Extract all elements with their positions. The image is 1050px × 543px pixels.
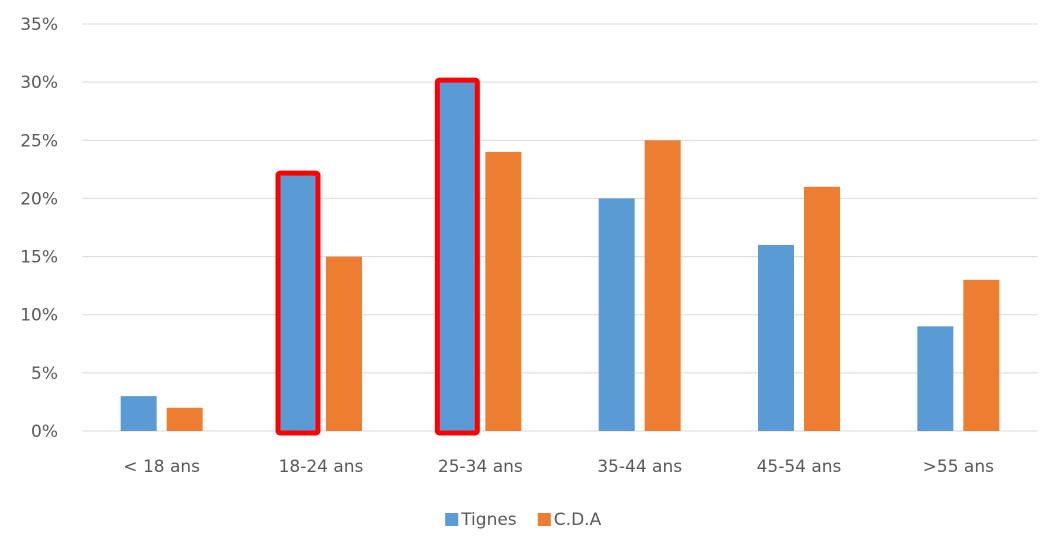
x-tick-label: >55 ans bbox=[923, 457, 994, 477]
bar-c-d-a-2 bbox=[485, 151, 522, 431]
x-tick-label: 25-34 ans bbox=[438, 457, 523, 477]
bar-tignes-5 bbox=[917, 326, 954, 431]
x-tick-label: 35-44 ans bbox=[597, 457, 682, 477]
y-axis-tick-labels: 0% 5% 10% 15% 20% 25% 30% 35% bbox=[20, 15, 58, 442]
legend: Tignes C.D.A bbox=[445, 510, 602, 530]
legend-swatch-tignes bbox=[445, 513, 459, 526]
x-axis-tick-labels: < 18 ans 18-24 ans 25-34 ans 35-44 ans 45-54… bbox=[123, 457, 994, 477]
bar-tignes-1 bbox=[280, 175, 316, 431]
highlight-outline bbox=[275, 170, 321, 436]
y-tick-label: 25% bbox=[20, 131, 58, 151]
bar-c-d-a-0 bbox=[166, 407, 203, 431]
bar-tignes-0 bbox=[120, 396, 157, 431]
x-tick-label: 45-54 ans bbox=[757, 457, 842, 477]
legend-label: Tignes bbox=[460, 510, 517, 530]
bar-tignes-2 bbox=[439, 82, 476, 432]
y-tick-label: 10% bbox=[20, 306, 58, 326]
y-tick-label: 30% bbox=[20, 73, 58, 93]
bar-c-d-a-4 bbox=[804, 186, 840, 431]
bar-c-d-a-5 bbox=[963, 279, 1000, 431]
y-tick-label: 20% bbox=[20, 189, 58, 209]
y-tick-label: 35% bbox=[20, 15, 58, 35]
bar-tignes-4 bbox=[758, 244, 794, 431]
x-tick-label: 18-24 ans bbox=[279, 457, 364, 477]
x-tick-label: < 18 ans bbox=[123, 457, 200, 477]
bar-c-d-a-3 bbox=[644, 140, 681, 432]
y-tick-label: 0% bbox=[31, 422, 58, 442]
y-tick-label: 5% bbox=[31, 364, 58, 384]
bar-tignes-3 bbox=[598, 198, 635, 431]
bar-c-d-a-1 bbox=[326, 256, 362, 431]
legend-label: C.D.A bbox=[554, 510, 602, 530]
highlight-outline bbox=[434, 77, 480, 436]
highlight-outlines bbox=[275, 77, 480, 436]
bars bbox=[120, 82, 1000, 432]
y-tick-label: 15% bbox=[20, 248, 58, 268]
legend-swatch-c-d-a bbox=[537, 513, 551, 526]
gridlines bbox=[82, 23, 1038, 432]
